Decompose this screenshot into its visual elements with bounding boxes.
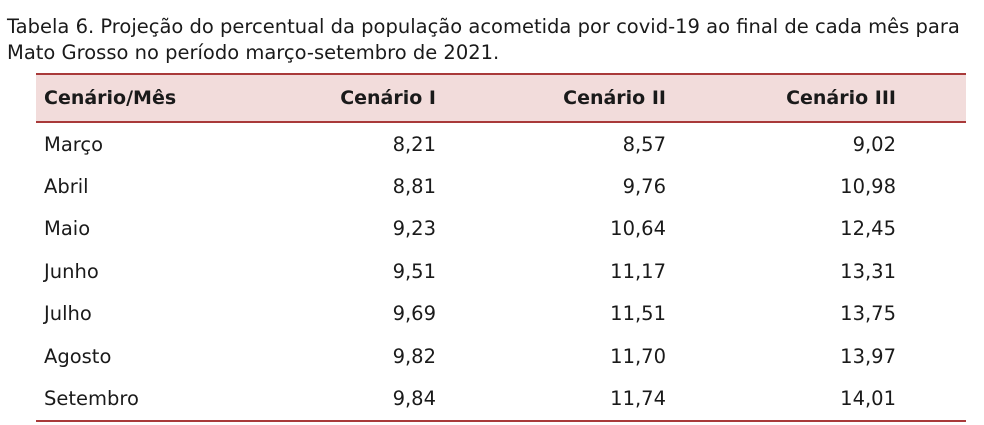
scenario-ii-cell: 11,70 <box>610 344 666 368</box>
table-row: Março 8,21 8,57 9,02 <box>36 122 966 165</box>
table-row: Setembro 9,84 11,74 14,01 <box>36 377 966 422</box>
scenario-i-cell: 9,84 <box>306 377 436 422</box>
table-row: Agosto 9,82 11,70 13,97 <box>36 335 966 377</box>
scenario-i-cell: 9,51 <box>392 259 436 283</box>
scenario-ii-cell: 10,64 <box>610 217 666 241</box>
month-cell: Julho <box>44 302 92 326</box>
month-cell: Junho <box>44 259 99 283</box>
header-scenario-month: Cenário/Mês <box>44 87 177 109</box>
scenario-i-cell: 9,23 <box>392 217 436 241</box>
scenario-ii-cell: 11,17 <box>610 259 666 283</box>
spacer-cell <box>896 122 966 165</box>
scenario-ii-cell: 11,74 <box>436 377 666 422</box>
month-cell: Maio <box>44 217 91 241</box>
scenario-iii-cell: 10,98 <box>840 175 896 199</box>
scenario-i-cell: 9,69 <box>392 302 436 326</box>
table-row: Maio 9,23 10,64 12,45 <box>36 208 966 250</box>
table-header-row: Cenário/Mês Cenário I Cenário II Cenário… <box>36 74 966 122</box>
projection-table-container: Cenário/Mês Cenário I Cenário II Cenário… <box>36 73 966 422</box>
header-scenario-iii: Cenário III <box>786 87 896 109</box>
scenario-ii-cell: 11,51 <box>610 302 666 326</box>
scenario-iii-cell: 9,02 <box>852 132 896 156</box>
spacer-cell <box>896 208 966 250</box>
table-row: Abril 8,81 9,76 10,98 <box>36 165 966 207</box>
scenario-iii-cell: 12,45 <box>840 217 896 241</box>
spacer-cell <box>896 335 966 377</box>
table-row: Julho 9,69 11,51 13,75 <box>36 293 966 335</box>
caption-line-1: Tabela 6. Projeção do percentual da popu… <box>7 15 960 38</box>
month-cell: Abril <box>44 175 89 199</box>
header-scenario-ii: Cenário II <box>563 87 666 109</box>
scenario-i-cell: 9,82 <box>392 344 436 368</box>
scenario-ii-cell: 8,57 <box>622 132 666 156</box>
scenario-iii-cell: 14,01 <box>666 377 896 422</box>
month-cell: Agosto <box>44 344 112 368</box>
projection-table: Cenário/Mês Cenário I Cenário II Cenário… <box>36 73 966 422</box>
scenario-iii-cell: 13,97 <box>840 344 896 368</box>
spacer-cell <box>896 293 966 335</box>
scenario-iii-cell: 13,31 <box>840 259 896 283</box>
spacer-cell <box>896 250 966 292</box>
caption-line-2: Mato Grosso no período março-setembro de… <box>7 41 500 64</box>
scenario-i-cell: 8,21 <box>392 132 436 156</box>
spacer-cell <box>896 165 966 207</box>
scenario-i-cell: 8,81 <box>392 175 436 199</box>
month-cell: Setembro <box>36 377 306 422</box>
header-spacer <box>896 74 966 122</box>
spacer-cell <box>896 377 966 422</box>
table-caption: Tabela 6. Projeção do percentual da popu… <box>7 14 982 66</box>
scenario-iii-cell: 13,75 <box>840 302 896 326</box>
month-cell: Março <box>44 132 104 156</box>
header-scenario-i: Cenário I <box>340 87 436 109</box>
table-row: Junho 9,51 11,17 13,31 <box>36 250 966 292</box>
scenario-ii-cell: 9,76 <box>622 175 666 199</box>
